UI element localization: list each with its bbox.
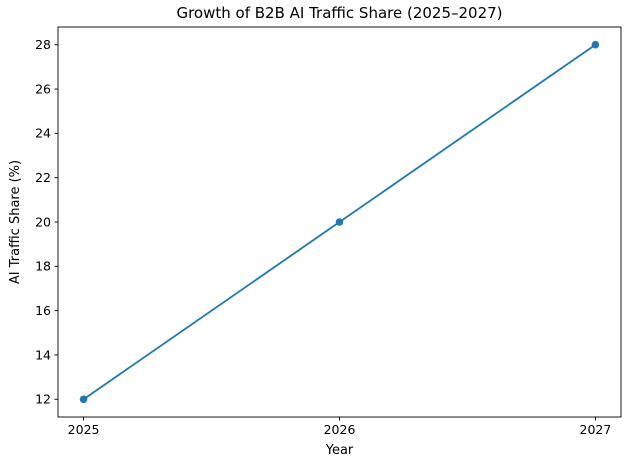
y-tick-label: 14: [35, 347, 51, 362]
y-tick-label: 26: [35, 81, 51, 96]
data-point: [79, 395, 88, 404]
plot-area: 12 14 16 18 20 22 24 26 28 2025 2026 2027: [35, 26, 622, 437]
chart-title: Growth of B2B AI Traffic Share (2025–202…: [176, 4, 502, 22]
x-axis-label: Year: [325, 443, 354, 458]
y-tick-label: 20: [35, 214, 51, 229]
x-tick-label: 2027: [580, 422, 612, 437]
x-tick-label: 2025: [68, 422, 100, 437]
data-point: [335, 218, 344, 226]
y-tick-label: 16: [35, 303, 51, 318]
data-point: [591, 40, 600, 49]
y-tick-label: 12: [35, 392, 51, 407]
y-tick-label: 18: [35, 259, 51, 274]
y-tick-label: 22: [35, 170, 51, 185]
y-tick-label: 28: [35, 37, 51, 52]
y-tick-label: 24: [35, 126, 51, 141]
y-axis-label: AI Traffic Share (%): [8, 160, 23, 284]
x-tick-label: 2026: [324, 422, 356, 437]
